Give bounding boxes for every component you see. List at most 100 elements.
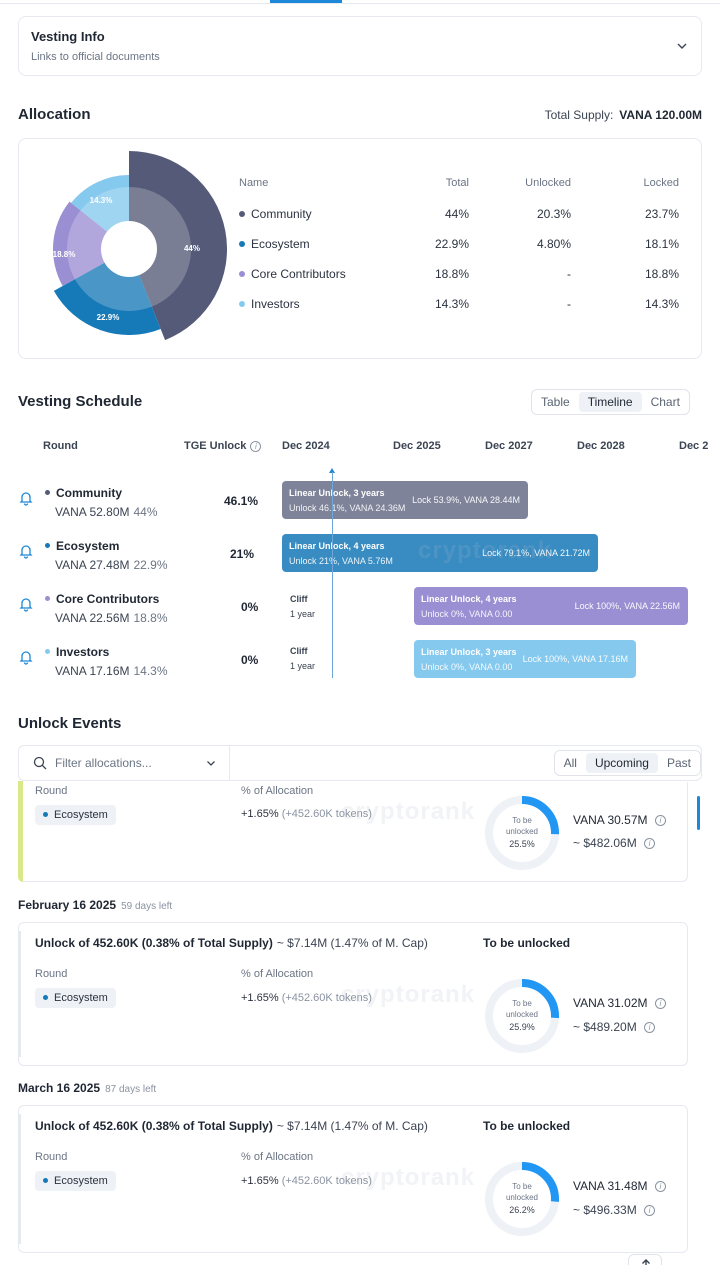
info-icon[interactable]: i [654, 815, 666, 827]
ring-fill [485, 796, 559, 870]
round-name: Core Contributors [56, 592, 160, 606]
round-chip-label: Ecosystem [54, 1175, 108, 1187]
ring-label: To be unlocked [483, 1181, 561, 1203]
legend-dot [45, 543, 50, 549]
days-left: 59 days left [121, 901, 173, 912]
table-row: Community 44% 20.3% 23.7% [239, 207, 679, 237]
info-icon[interactable]: i [644, 1022, 656, 1034]
tab-table[interactable]: Table [541, 395, 570, 409]
info-icon[interactable]: i [654, 998, 666, 1010]
watermark: cryptorank [341, 1164, 476, 1191]
filter-allocations-select[interactable]: Filter allocations... [19, 746, 230, 780]
row-locked: 14.3% [644, 297, 679, 311]
bar-unlock: Unlock 0%, VANA 0.00 [421, 609, 513, 619]
legend-dot [43, 811, 48, 817]
chevron-down-icon [207, 761, 215, 766]
event-accent [18, 781, 23, 882]
round-tge: 21% [230, 547, 255, 561]
round-label: Round [35, 785, 68, 797]
row-name: Investors [251, 297, 300, 311]
col-total: Total [445, 177, 469, 189]
event-title: Unlock of 452.60K (0.38% of Total Supply… [35, 936, 428, 950]
tab-timeline[interactable]: Timeline [578, 392, 642, 412]
event-title: Unlock of 452.60K (0.38% of Total Supply… [35, 1119, 428, 1133]
bell-icon[interactable] [18, 596, 34, 612]
cliff-label: Cliff [290, 646, 308, 656]
bell-icon[interactable] [18, 649, 34, 665]
bar-unlock: Unlock 46.1%, VANA 24.36M [289, 503, 406, 513]
tab-all[interactable]: All [563, 756, 577, 770]
unlock-progress-ring [485, 1162, 559, 1236]
pie-label-investors: 14.3% [90, 196, 113, 205]
amount-value: VANA 30.57M [573, 813, 648, 827]
round-chip: Ecosystem [35, 1171, 116, 1191]
bar-title: Linear Unlock, 3 years [289, 488, 385, 498]
info-icon[interactable]: i [250, 440, 262, 452]
info-icon[interactable]: i [654, 1181, 666, 1193]
allocation-title: Allocation [18, 106, 91, 123]
chevron-down-icon[interactable] [675, 39, 689, 53]
bell-icon[interactable] [18, 543, 34, 559]
alloc-label: % of Allocation [241, 968, 314, 980]
col-name: Name [239, 177, 269, 189]
ring-pct: 25.9% [509, 1022, 535, 1032]
bell-icon[interactable] [18, 490, 34, 506]
bar-lock: Lock 53.9%, VANA 28.44M [412, 495, 520, 505]
list-scrollbar[interactable] [697, 796, 700, 830]
tab-upcoming[interactable]: Upcoming [585, 753, 658, 773]
usd-value: ~ $482.06M [573, 836, 637, 850]
round-chip-label: Ecosystem [54, 809, 108, 821]
total-supply: Total Supply: VANA 120.00M [545, 108, 702, 122]
unlock-progress-ring [485, 796, 559, 870]
bar-title: Linear Unlock, 3 years [421, 647, 517, 657]
vesting-schedule-title: Vesting Schedule [18, 393, 143, 410]
unlock-usd: ~ $482.06M i [573, 836, 656, 850]
to-be-unlocked-label: To be unlocked [483, 1119, 571, 1133]
pie-slice-core-contributors [53, 201, 129, 287]
alloc-tokens: (+452.60K tokens) [281, 808, 372, 820]
info-icon[interactable]: i [644, 838, 656, 850]
round-pct: 22.9% [133, 558, 168, 572]
timeline-bar-ecosystem[interactable]: Linear Unlock, 4 years Unlock 21%, VANA … [282, 534, 598, 572]
ring-pct: 25.5% [509, 839, 535, 849]
round-investors: Investors VANA 17.16M 14.3% 0% [18, 645, 268, 689]
round-ecosystem: Ecosystem VANA 27.48M 22.9% 21% [18, 539, 268, 583]
alloc-label: % of Allocation [241, 785, 314, 797]
round-pct: 44% [133, 505, 158, 519]
timeline-bar-core-contributors[interactable]: Linear Unlock, 4 years Unlock 0%, VANA 0… [414, 587, 688, 625]
usd-value: ~ $489.20M [573, 1020, 637, 1034]
tab-chart[interactable]: Chart [650, 395, 680, 409]
tab-past[interactable]: Past [666, 756, 691, 770]
row-name: Community [251, 207, 312, 221]
ring-label-2: unlocked [505, 827, 539, 836]
timeline-bar-investors[interactable]: Linear Unlock, 3 years Unlock 0%, VANA 0… [414, 640, 636, 678]
ring-label-1: To be [512, 1182, 532, 1191]
row-total: 14.3% [434, 297, 469, 311]
row-unlocked: - [567, 297, 571, 311]
event-date-header: March 16 2025 87 days left [18, 1081, 156, 1095]
round-core-contributors: Core Contributors VANA 22.56M 18.8% 0% [18, 592, 268, 636]
cliff-investors: Cliff 1 year [290, 646, 315, 671]
pie-label-community: 44% [184, 244, 200, 253]
filter-placeholder: Filter allocations... [55, 756, 152, 770]
bar-title: Linear Unlock, 4 years [289, 541, 385, 551]
ring-label-2: unlocked [505, 1193, 539, 1202]
bar-unlock: Unlock 21%, VANA 5.76M [289, 556, 393, 566]
event-date: March 16 2025 [18, 1081, 101, 1095]
date-4: Dec 2 [679, 440, 709, 452]
timeline-bar-community[interactable]: Linear Unlock, 3 years Unlock 46.1%, VAN… [282, 481, 528, 519]
bar-unlock: Unlock 0%, VANA 0.00 [421, 662, 513, 672]
watermark: cryptorank [341, 981, 476, 1008]
event-edge [18, 931, 21, 1057]
scroll-to-top-button[interactable] [628, 1254, 662, 1265]
round-amount: VANA 52.80M [55, 505, 130, 519]
event-edge [18, 1114, 21, 1244]
vesting-info-accordion[interactable]: Vesting Info Links to official documents [18, 16, 702, 76]
table-row: Investors 14.3% - 14.3% [239, 297, 679, 327]
now-line [332, 472, 333, 678]
arrow-up-icon [642, 1259, 650, 1265]
row-name: Ecosystem [251, 237, 310, 251]
usd-value: ~ $496.33M [573, 1203, 637, 1217]
info-icon[interactable]: i [644, 1205, 656, 1217]
pie-label-ecosystem: 22.9% [97, 313, 120, 322]
